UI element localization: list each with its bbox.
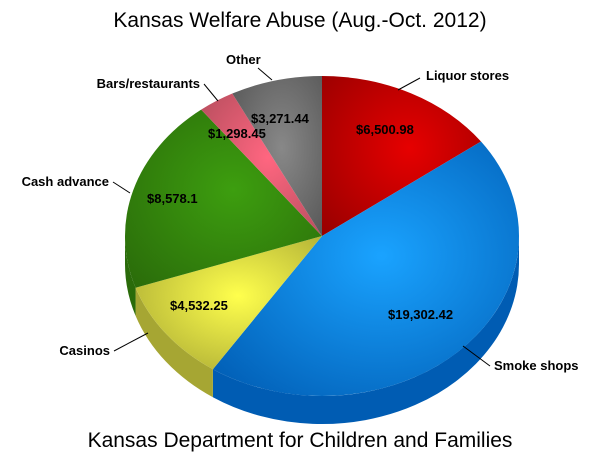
pie-values: $6,500.98 $19,302.42 $4,532.25 $8,578.1 $1,2… [147,111,453,322]
slice-value-other: $3,271.44 [251,111,310,126]
slice-smoke-shops [212,141,520,396]
slice-value-liquor-stores: $6,500.98 [356,122,414,137]
slice-label-other: Other [226,52,261,67]
slice-label-cash-advance: Cash advance [22,174,109,189]
leader-line-cash-advance [112,181,131,194]
leader-line-other [257,67,273,81]
slice-label-smoke-shops: Smoke shops [494,358,579,373]
slice-side-cash-advance [125,236,136,316]
pie-leaders [112,67,491,367]
leader-line-bars-restaurants [203,83,219,102]
slice-other [232,76,322,236]
slice-value-smoke-shops: $19,302.42 [388,307,453,322]
pie-labels: Liquor stores Smoke shops Casinos Cash adva… [22,52,579,373]
slice-value-casinos: $4,532.25 [170,298,228,313]
pie-top [125,76,520,396]
slice-casinos [135,236,322,370]
slice-label-bars-restaurants: Bars/restaurants [97,76,200,91]
slice-side-smoke-shops [212,236,520,424]
slice-value-bars-restaurants: $1,298.45 [208,126,266,141]
leader-line-liquor-stores [397,77,421,91]
slice-liquor-stores [322,76,482,236]
slice-side-casinos [135,287,213,398]
slice-bars-restaurants [201,93,322,236]
slice-cash-advance [125,109,322,288]
leader-line-smoke-shops [462,345,491,367]
slice-label-liquor-stores: Liquor stores [426,68,509,83]
chart-title: Kansas Welfare Abuse (Aug.-Oct. 2012) [113,9,487,32]
slice-value-cash-advance: $8,578.1 [147,191,198,206]
slice-label-casinos: Casinos [59,343,110,358]
pie-depth [125,236,520,424]
chart-subtitle: Kansas Department for Children and Famil… [87,429,513,452]
leader-line-casinos [113,332,149,352]
